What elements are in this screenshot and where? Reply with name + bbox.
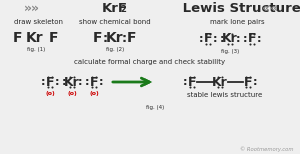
Text: :: : — [41, 77, 45, 87]
Text: draw skeleton: draw skeleton — [14, 19, 62, 25]
Text: fig. (4): fig. (4) — [146, 105, 164, 111]
Text: :: : — [99, 77, 103, 87]
Text: fig. (2): fig. (2) — [106, 47, 124, 51]
Text: 2: 2 — [120, 6, 126, 14]
Text: calculate formal charge and check stability: calculate formal charge and check stabil… — [74, 59, 226, 65]
Text: :: : — [103, 32, 107, 45]
Text: F: F — [248, 32, 256, 45]
Text: :: : — [199, 34, 203, 44]
Text: :: : — [122, 32, 127, 45]
Text: :: : — [55, 77, 59, 87]
Text: Lewis Structure: Lewis Structure — [178, 2, 300, 14]
Text: F: F — [127, 31, 137, 45]
Text: F: F — [13, 31, 23, 45]
Text: :: : — [220, 34, 224, 44]
Text: © Rootmemory.com: © Rootmemory.com — [239, 146, 293, 152]
Text: (o): (o) — [89, 91, 99, 95]
Text: show chemical bond: show chemical bond — [79, 19, 151, 25]
Text: :: : — [213, 34, 217, 44]
Text: F: F — [244, 75, 252, 89]
Text: Kr: Kr — [106, 31, 124, 45]
Text: :: : — [62, 77, 66, 87]
Text: ««: «« — [262, 2, 278, 14]
Text: F: F — [49, 31, 59, 45]
Text: »»: »» — [24, 2, 40, 14]
Text: F: F — [188, 75, 196, 89]
Text: Kr: Kr — [222, 32, 238, 45]
Text: Kr: Kr — [212, 75, 228, 89]
Text: F: F — [90, 75, 98, 89]
Text: F: F — [46, 75, 54, 89]
Text: (o): (o) — [45, 91, 55, 95]
Text: :: : — [236, 34, 240, 44]
Text: :: : — [78, 77, 82, 87]
Text: (o): (o) — [67, 91, 77, 95]
Text: F: F — [93, 31, 103, 45]
Text: fig. (3): fig. (3) — [221, 49, 239, 53]
Text: :: : — [257, 34, 261, 44]
Text: :: : — [253, 77, 257, 87]
Text: Kr: Kr — [26, 31, 44, 45]
Text: stable lewis structure: stable lewis structure — [188, 92, 262, 98]
Text: KrF: KrF — [102, 2, 128, 14]
Text: mark lone pairs: mark lone pairs — [210, 19, 264, 25]
Text: Kr: Kr — [64, 75, 80, 89]
Text: fig. (1): fig. (1) — [27, 47, 45, 51]
Text: F: F — [204, 32, 212, 45]
Text: :: : — [243, 34, 247, 44]
Text: :: : — [85, 77, 89, 87]
Text: :: : — [183, 77, 187, 87]
